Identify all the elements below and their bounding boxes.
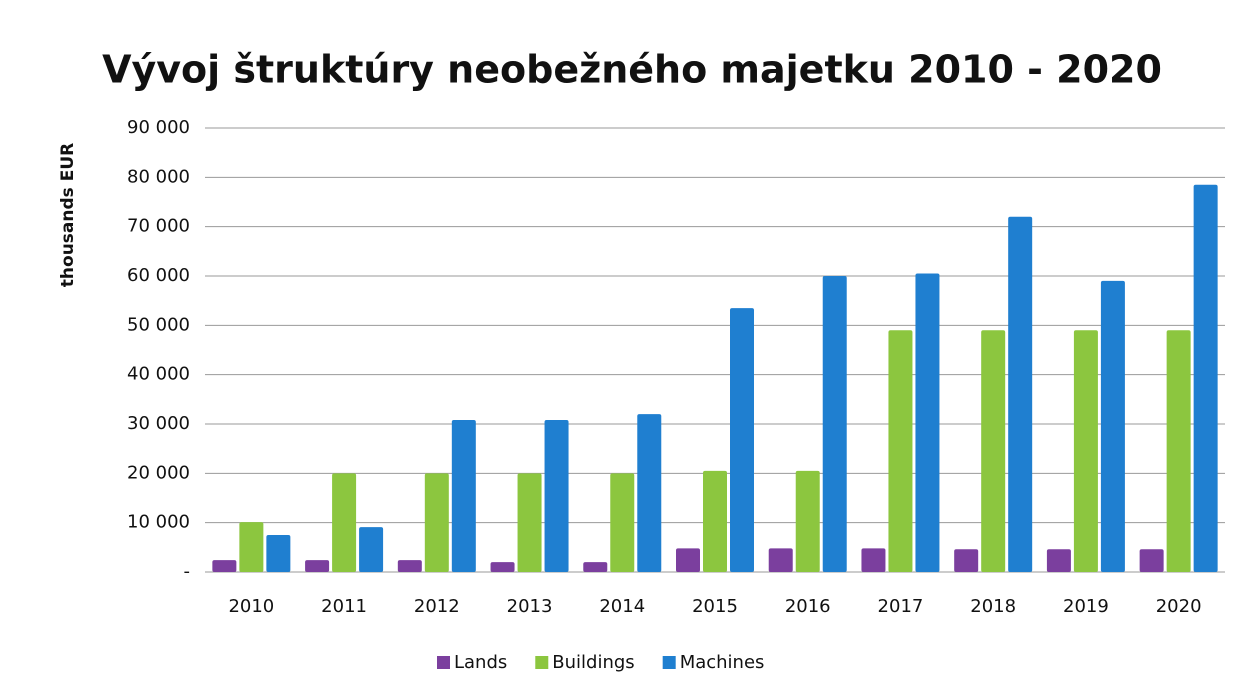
bar xyxy=(517,473,542,572)
x-tick-label: 2013 xyxy=(507,596,553,617)
y-tick-label: 50 000 xyxy=(127,314,190,335)
bar xyxy=(637,414,662,572)
bar xyxy=(239,522,264,572)
y-tick-label: - xyxy=(184,561,191,582)
y-tick-label: 20 000 xyxy=(127,462,190,483)
bar xyxy=(1139,549,1164,572)
y-tick-label: 80 000 xyxy=(127,166,190,187)
legend-label: Buildings xyxy=(552,652,634,673)
y-tick-label: 70 000 xyxy=(127,216,190,237)
bar xyxy=(610,473,635,572)
bar xyxy=(305,560,330,572)
x-tick-label: 2020 xyxy=(1156,596,1202,617)
y-tick-label: 40 000 xyxy=(127,364,190,385)
bar xyxy=(888,330,913,572)
bar xyxy=(266,535,291,572)
x-tick-label: 2010 xyxy=(228,596,274,617)
y-tick-label: 60 000 xyxy=(127,265,190,286)
bar xyxy=(490,562,515,572)
x-tick-label: 2011 xyxy=(321,596,367,617)
bar xyxy=(1008,216,1033,573)
bar xyxy=(954,549,979,572)
bar xyxy=(424,473,449,572)
x-tick-label: 2016 xyxy=(785,596,831,617)
bar xyxy=(1100,280,1125,572)
y-tick-label: 10 000 xyxy=(127,512,190,533)
x-tick-label: 2017 xyxy=(878,596,924,617)
bar xyxy=(795,470,820,572)
bar xyxy=(981,330,1006,572)
bar xyxy=(212,560,237,572)
bar xyxy=(332,473,357,572)
legend-swatch xyxy=(535,656,549,669)
bar xyxy=(915,273,940,572)
legend-label: Lands xyxy=(454,652,507,673)
bar xyxy=(676,548,700,572)
x-tick-label: 2019 xyxy=(1063,596,1109,617)
bar xyxy=(544,420,569,572)
bar xyxy=(397,560,422,572)
bar xyxy=(1166,330,1191,572)
bar xyxy=(1046,549,1071,572)
x-tick-label: 2012 xyxy=(414,596,460,617)
chart-title: Vývoj štruktúry neobežného majetku 2010 … xyxy=(102,48,1162,92)
bar xyxy=(583,562,608,572)
bar xyxy=(1193,184,1218,572)
y-axis-label: thousands EUR xyxy=(58,143,78,287)
bar xyxy=(768,548,793,572)
legend-swatch xyxy=(437,656,450,669)
x-tick-label: 2018 xyxy=(970,596,1016,617)
bar xyxy=(861,548,886,572)
bar xyxy=(1073,330,1098,572)
x-tick-label: 2015 xyxy=(692,596,738,617)
y-tick-label: 90 000 xyxy=(127,117,190,138)
legend-label: Machines xyxy=(680,652,765,673)
bar xyxy=(730,308,754,572)
bar xyxy=(359,527,384,572)
x-tick-label: 2014 xyxy=(599,596,645,617)
bar xyxy=(822,276,847,572)
bar xyxy=(451,420,476,572)
bar xyxy=(703,470,727,572)
y-tick-label: 30 000 xyxy=(127,413,190,434)
legend-swatch xyxy=(662,656,676,669)
